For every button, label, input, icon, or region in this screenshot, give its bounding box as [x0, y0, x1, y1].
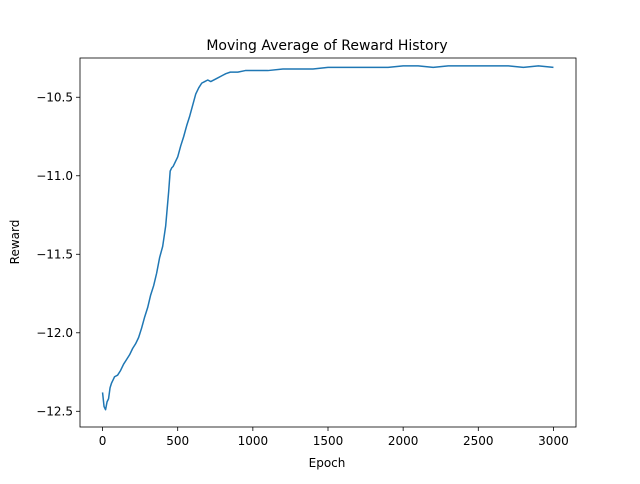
- series-line: [101, 65, 554, 411]
- x-tick-label: 3000: [538, 434, 569, 448]
- x-tick-label: 2000: [388, 434, 419, 448]
- y-tick-label: −10.5: [36, 90, 73, 104]
- x-axis: 0 500 1000 1500 2000 2500 3000: [99, 427, 569, 448]
- x-tick-label: 1000: [238, 434, 269, 448]
- y-tick-label: −11.0: [36, 169, 73, 183]
- y-axis: −12.5 −12.0 −11.5 −11.0 −10.5: [36, 90, 80, 418]
- x-tick-label: 0: [99, 434, 107, 448]
- x-tick-label: 500: [166, 434, 189, 448]
- y-axis-label: Reward: [8, 220, 22, 265]
- y-tick-label: −12.5: [36, 404, 73, 418]
- y-tick-label: −12.0: [36, 326, 73, 340]
- x-tick-label: 2500: [463, 434, 494, 448]
- x-tick-label: 1500: [313, 434, 344, 448]
- x-axis-label: Epoch: [309, 456, 346, 470]
- chart-title: Moving Average of Reward History: [206, 38, 447, 54]
- y-tick-label: −11.5: [36, 247, 73, 261]
